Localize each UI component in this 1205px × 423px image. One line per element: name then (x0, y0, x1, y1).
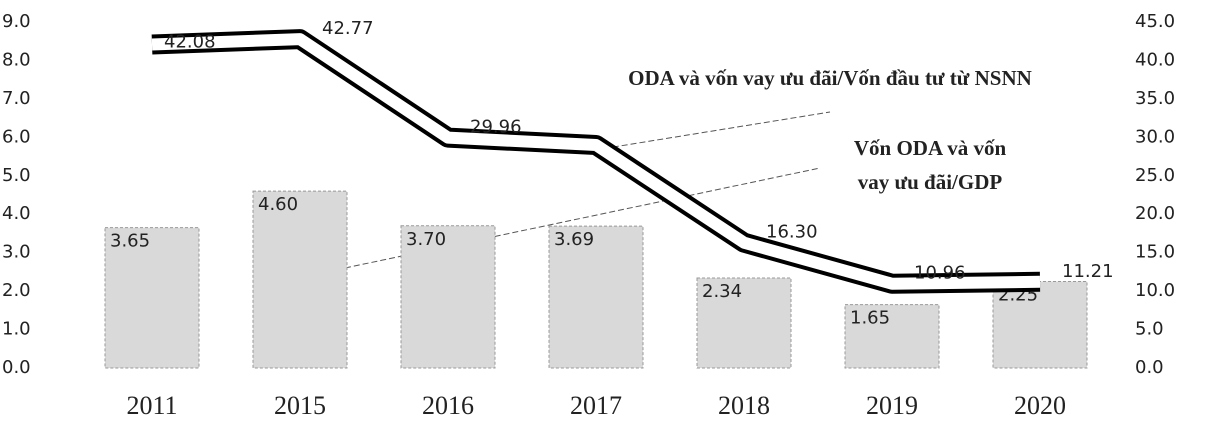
y2-tick-label: 45.0 (1135, 11, 1175, 32)
line-value-label: 42.08 (164, 31, 216, 52)
bar-value-label: 1.65 (850, 308, 890, 329)
bar (104, 227, 200, 369)
x-tick-label: 2019 (866, 391, 918, 420)
y2-tick-label: 25.0 (1135, 165, 1175, 186)
bar-value-label: 3.70 (406, 229, 446, 250)
bar-value-label: 2.34 (702, 281, 742, 302)
bar (844, 304, 940, 369)
bar (252, 190, 348, 369)
line-value-label: 10.96 (914, 263, 966, 284)
y-tick-label: 4.0 (2, 203, 31, 224)
line-value-label: 29.96 (470, 117, 522, 138)
annotation: ODA và vốn vay ưu đãi/Vốn đầu tư từ NSNN (628, 66, 1032, 90)
bar-value-label: 3.69 (554, 229, 594, 250)
y-tick-label: 3.0 (2, 242, 31, 263)
bar-value-label: 3.65 (110, 231, 150, 252)
y2-tick-label: 35.0 (1135, 88, 1175, 109)
y-tick-label: 7.0 (2, 88, 31, 109)
leader-line (594, 111, 831, 151)
bar (992, 281, 1088, 369)
line-value-label: 11.21 (1062, 261, 1114, 282)
y2-tick-label: 20.0 (1135, 203, 1175, 224)
line-inner (151, 33, 1041, 290)
line-value-label: 16.30 (766, 222, 818, 243)
annotation: Vốn ODA và vốn vay ưu đãi/GDP (854, 136, 1007, 194)
y2-tick-label: 30.0 (1135, 126, 1175, 147)
x-tick-label: 2011 (126, 391, 177, 420)
bar-value-label: 4.60 (258, 194, 298, 215)
x-tick-label: 2016 (422, 391, 474, 420)
y2-tick-label: 0.0 (1135, 357, 1164, 378)
x-tick-label: 2018 (718, 391, 770, 420)
x-tick-label: 2020 (1014, 391, 1066, 420)
y2-tick-label: 5.0 (1135, 319, 1164, 340)
y-tick-label: 9.0 (2, 11, 31, 32)
x-tick-label: 2017 (570, 391, 622, 420)
bar (696, 277, 792, 369)
bar (400, 225, 496, 369)
y-tick-label: 2.0 (2, 280, 31, 301)
y2-tick-label: 40.0 (1135, 49, 1175, 70)
x-tick-label: 2015 (274, 391, 326, 420)
line-value-label: 42.77 (322, 18, 374, 39)
y-tick-label: 6.0 (2, 126, 31, 147)
y2-tick-label: 15.0 (1135, 242, 1175, 263)
bar (548, 225, 644, 369)
y-tick-label: 5.0 (2, 165, 31, 186)
y-tick-label: 0.0 (2, 357, 31, 378)
y-tick-label: 8.0 (2, 49, 31, 70)
y2-tick-label: 10.0 (1135, 280, 1175, 301)
y-tick-label: 1.0 (2, 319, 31, 340)
